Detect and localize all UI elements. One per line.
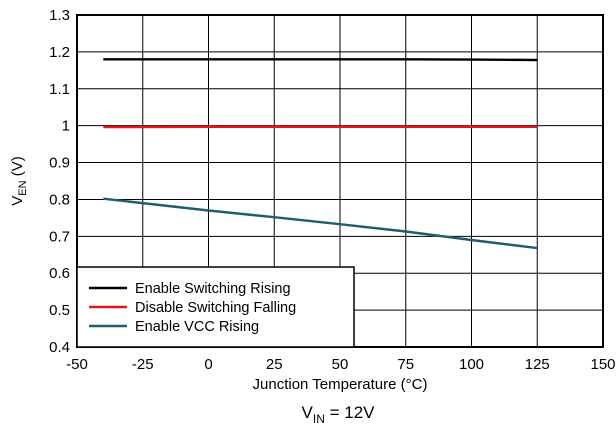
x-axis-label: Junction Temperature (°C) <box>253 376 428 393</box>
x-tick-label: 75 <box>397 356 414 373</box>
caption-main: V <box>302 403 314 422</box>
legend: Enable Switching Rising Disable Switching… <box>76 266 355 348</box>
y-tick-label: 0.7 <box>49 228 70 245</box>
x-tick-label: 25 <box>266 356 283 373</box>
y-tick-label: 0.6 <box>49 265 70 282</box>
x-tick-label: -50 <box>66 356 88 373</box>
y-tick-label: 1.1 <box>49 81 70 98</box>
chart-caption: VIN = 12V <box>302 403 376 426</box>
y-tick-label: 1.3 <box>49 7 70 24</box>
y-tick-label: 0.5 <box>49 302 70 319</box>
caption-sub: IN <box>313 412 325 426</box>
legend-label: Disable Switching Falling <box>135 300 296 316</box>
series-line-3 <box>103 197 538 250</box>
y-axis-label-main: V <box>9 196 26 206</box>
x-tick-label: -25 <box>132 356 154 373</box>
x-tick-label: 100 <box>459 356 484 373</box>
y-tick-label: 0.9 <box>49 155 70 172</box>
y-axis-label: VEN (V) <box>9 156 29 205</box>
x-tick-label: 0 <box>204 356 212 373</box>
caption-rest: = 12V <box>325 403 375 422</box>
x-tick-label: 125 <box>525 356 550 373</box>
x-tick-label: 150 <box>590 356 615 373</box>
legend-label: Enable Switching Rising <box>135 281 291 297</box>
y-tick-label: 1.2 <box>49 44 70 61</box>
legend-label: Enable VCC Rising <box>135 319 259 335</box>
x-tick-labels: -50 -25 0 25 50 75 100 125 150 <box>66 356 615 373</box>
x-tick-label: 50 <box>332 356 349 373</box>
y-axis-label-unit: (V) <box>9 156 26 180</box>
y-axis-label-sub: EN <box>17 180 29 195</box>
y-tick-label: 0.4 <box>49 339 70 356</box>
y-tick-label: 1 <box>62 118 70 135</box>
y-tick-label: 0.8 <box>49 191 70 208</box>
y-tick-labels: 0.4 0.5 0.6 0.7 0.8 0.9 1 1.1 1.2 1.3 <box>49 7 70 356</box>
series-line-1 <box>103 58 538 62</box>
series-lines <box>103 58 538 250</box>
